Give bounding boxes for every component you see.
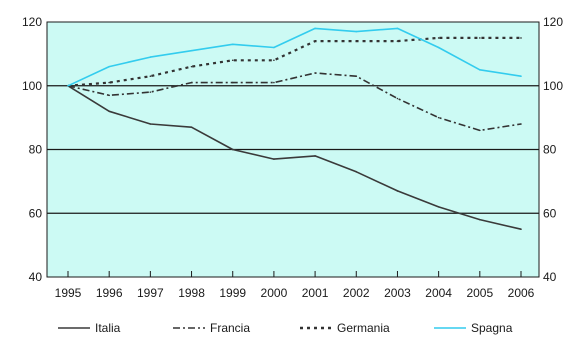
x-tick-1998: 1998 <box>178 286 205 300</box>
point-spagna-1997 <box>149 56 152 58</box>
y-tick-right-80: 80 <box>543 143 557 157</box>
point-francia-2006 <box>520 123 522 125</box>
point-francia-2003 <box>396 97 399 100</box>
point-germania-2005 <box>479 37 481 39</box>
point-spagna-2000 <box>273 46 275 49</box>
point-spagna-2001 <box>314 27 316 30</box>
point-spagna-1995 <box>67 84 69 87</box>
point-germania-1996 <box>108 81 110 84</box>
point-germania-2004 <box>437 37 440 39</box>
point-italia-2006 <box>520 228 522 230</box>
point-francia-2005 <box>479 129 481 132</box>
point-francia-1997 <box>149 91 152 93</box>
point-italia-1998 <box>190 126 193 128</box>
y-tick-left-40: 40 <box>29 270 43 284</box>
y-tick-left-120: 120 <box>22 15 42 29</box>
x-axis-ticks: 1995 1996 1997 1998 1999 2000 2001 2002 2003 2004… <box>55 271 535 300</box>
point-italia-1996 <box>108 110 110 113</box>
y-axis-left-ticks: 40 60 80 100 120 <box>22 15 42 284</box>
point-germania-2001 <box>314 40 316 42</box>
point-spagna-1998 <box>190 49 193 52</box>
point-francia-2002 <box>355 75 358 77</box>
point-germania-2000 <box>273 59 275 62</box>
y-tick-left-80: 80 <box>29 143 43 157</box>
point-spagna-2006 <box>520 75 522 77</box>
x-tick-2006: 2006 <box>508 286 535 300</box>
y-axis-right-ticks: 40 60 80 100 120 <box>543 15 563 284</box>
plot-frame <box>46 21 540 278</box>
point-germania-1997 <box>149 75 152 77</box>
y-tick-right-100: 100 <box>543 79 563 93</box>
point-italia-2000 <box>273 158 275 160</box>
point-francia-2004 <box>437 116 440 119</box>
point-spagna-2002 <box>355 30 358 33</box>
point-italia-2005 <box>479 218 481 221</box>
x-tick-2000: 2000 <box>261 286 288 300</box>
point-italia-1997 <box>149 123 152 125</box>
y-tick-left-100: 100 <box>22 79 42 93</box>
point-italia-2003 <box>396 190 399 192</box>
legend-label-italia: Italia <box>95 321 121 335</box>
x-tick-2002: 2002 <box>343 286 370 300</box>
point-germania-1999 <box>231 59 234 62</box>
point-spagna-1999 <box>231 43 234 46</box>
point-francia-2000 <box>273 81 275 84</box>
y-tick-left-60: 60 <box>29 206 43 220</box>
point-spagna-2004 <box>437 46 440 49</box>
legend-label-spagna: Spagna <box>471 321 513 335</box>
x-tick-2004: 2004 <box>425 286 452 300</box>
series-lines <box>67 27 522 230</box>
point-francia-2001 <box>314 72 316 74</box>
point-spagna-1996 <box>108 65 110 68</box>
point-germania-2006 <box>520 37 522 39</box>
point-germania-2002 <box>355 40 358 42</box>
point-francia-1996 <box>108 94 110 97</box>
point-francia-1998 <box>190 81 193 84</box>
y-tick-right-60: 60 <box>543 206 557 220</box>
y-tick-right-40: 40 <box>543 270 557 284</box>
x-tick-2005: 2005 <box>466 286 493 300</box>
point-spagna-2005 <box>479 69 481 71</box>
x-tick-2003: 2003 <box>384 286 411 300</box>
y-tick-right-120: 120 <box>543 15 563 29</box>
legend-label-francia: Francia <box>210 321 250 335</box>
legend: Italia Francia Germania Spagna <box>58 321 513 335</box>
point-italia-2001 <box>314 155 316 157</box>
x-tick-1995: 1995 <box>55 286 82 300</box>
series-line-francia <box>67 72 522 132</box>
x-tick-1996: 1996 <box>96 286 123 300</box>
series-line-italia <box>67 85 522 230</box>
point-italia-1999 <box>231 148 234 151</box>
series-line-spagna <box>67 27 522 87</box>
point-francia-1999 <box>231 81 234 84</box>
point-italia-2004 <box>437 206 440 208</box>
x-tick-1999: 1999 <box>219 286 246 300</box>
x-tick-1997: 1997 <box>137 286 164 300</box>
legend-label-germania: Germania <box>337 321 390 335</box>
point-germania-1998 <box>190 65 193 68</box>
point-spagna-2003 <box>396 27 399 30</box>
point-germania-2003 <box>396 40 399 42</box>
x-tick-2001: 2001 <box>302 286 329 300</box>
point-italia-2002 <box>355 171 358 173</box>
